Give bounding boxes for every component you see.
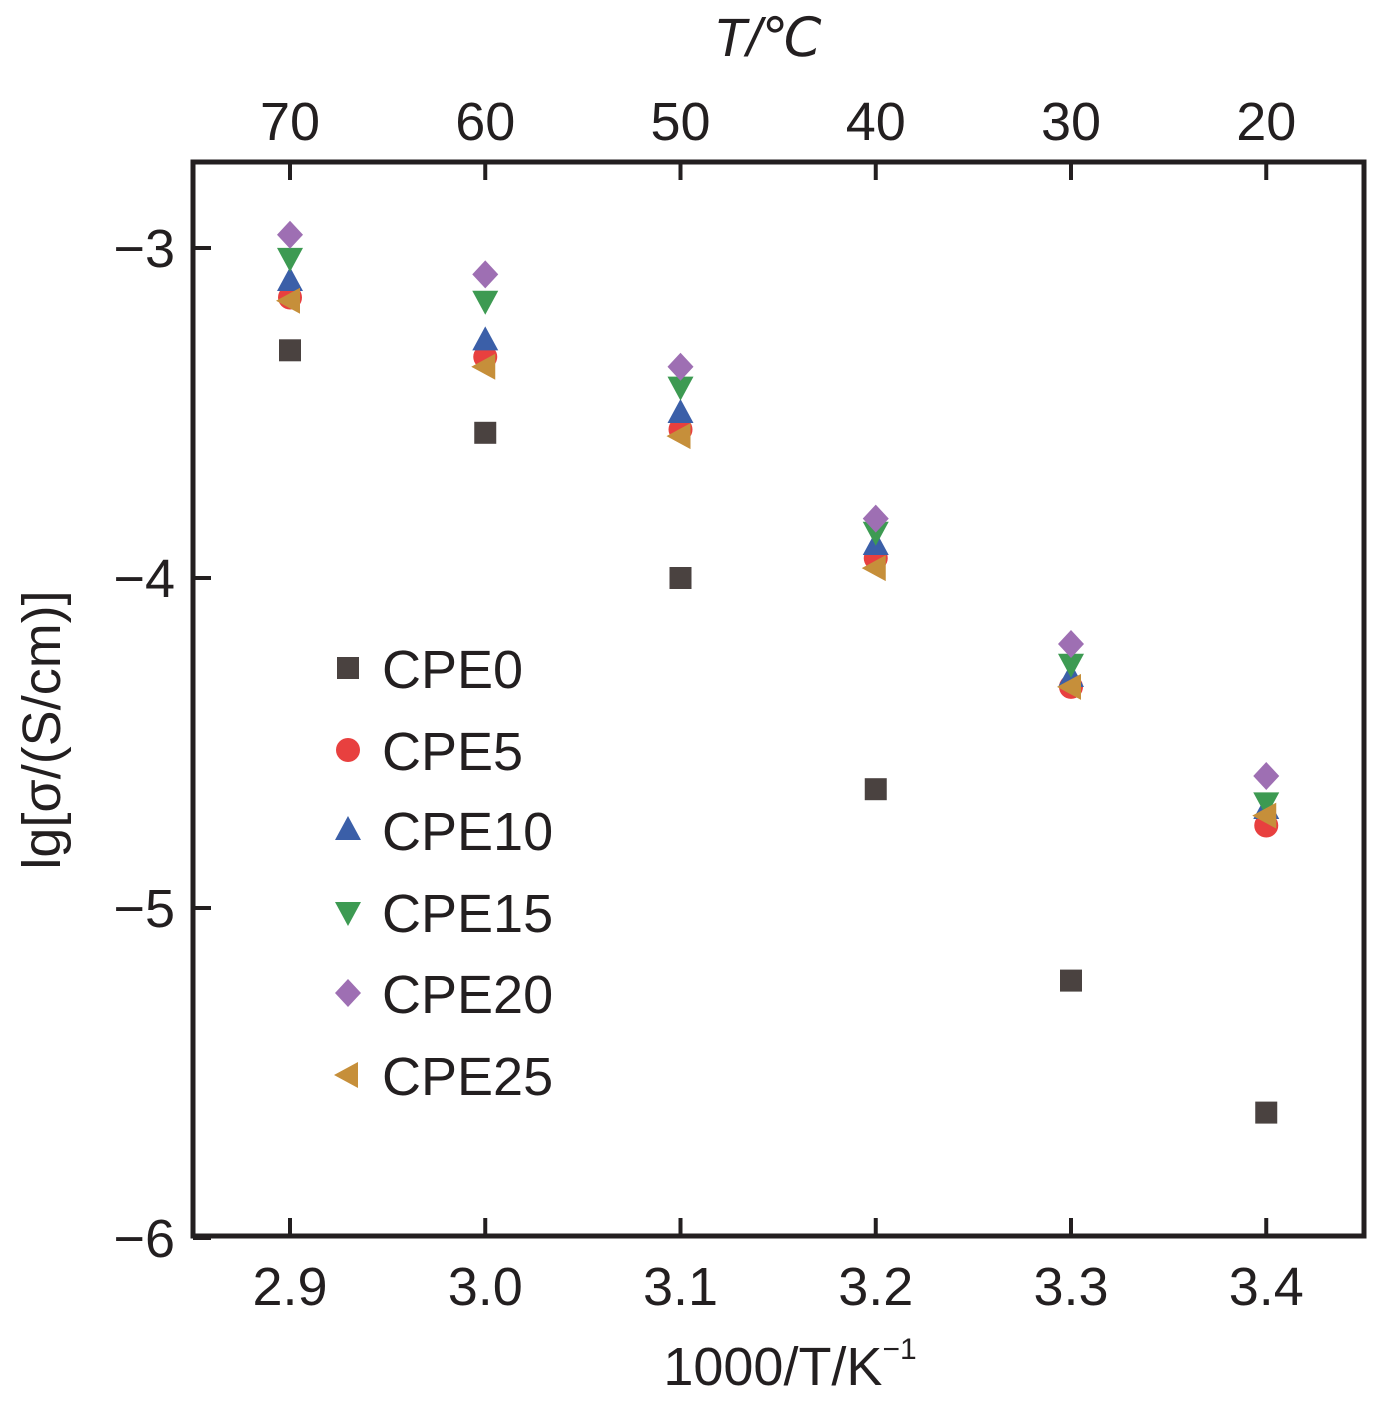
data-point xyxy=(276,287,300,314)
y-tick-label: −5 xyxy=(113,879,175,939)
legend-label: CPE15 xyxy=(382,884,553,944)
top-tick-label: 20 xyxy=(1236,92,1296,152)
y-tick-label: −6 xyxy=(113,1209,175,1269)
data-point xyxy=(472,290,499,315)
data-point xyxy=(864,778,887,801)
x-axis-title-text: 1000/T/K xyxy=(663,1337,882,1397)
data-point xyxy=(1060,969,1082,992)
top-axis-title: T/℃ xyxy=(714,8,823,68)
y-axis-title: lg[σ/(S/cm)] xyxy=(12,590,72,869)
data-point xyxy=(472,260,499,289)
data-point xyxy=(666,423,691,450)
data-point xyxy=(471,353,496,380)
legend: CPE0 CPE5 CPE10 CPE15 CPE20 CPE25 xyxy=(334,640,553,1107)
top-tick-label: 30 xyxy=(1041,92,1101,152)
legend-label: CPE5 xyxy=(382,722,523,782)
data-point xyxy=(1253,762,1280,790)
data-point xyxy=(1057,673,1081,700)
data-point xyxy=(474,421,497,444)
data-point xyxy=(277,247,303,272)
data-point xyxy=(472,326,499,351)
legend-marker xyxy=(335,902,361,926)
plot-frame xyxy=(190,159,1367,1239)
data-point xyxy=(279,339,301,362)
legend-marker xyxy=(335,979,361,1007)
data-point xyxy=(862,504,889,533)
x-axis-title: 1000/T/K−1 xyxy=(663,1333,916,1397)
x-tick-label: 3.2 xyxy=(838,1257,913,1317)
legend-label: CPE20 xyxy=(382,965,553,1025)
top-tick-label: 40 xyxy=(846,92,906,152)
data-point xyxy=(277,220,303,249)
x-tick-label: 2.9 xyxy=(252,1257,327,1317)
legend-label: CPE25 xyxy=(382,1047,553,1107)
x-tick-label: 3.1 xyxy=(643,1257,718,1317)
y-tick-label: −3 xyxy=(113,219,175,279)
x-tick-label: 3.0 xyxy=(448,1257,523,1317)
data-point xyxy=(862,521,889,546)
data-point xyxy=(669,567,692,589)
series-cpe20 xyxy=(277,220,1280,790)
top-tick-label: 50 xyxy=(650,92,710,152)
data-point xyxy=(667,399,694,423)
data-point xyxy=(1253,792,1280,817)
legend-marker xyxy=(337,657,359,679)
data-point xyxy=(1255,1101,1278,1124)
data-point xyxy=(1252,802,1277,829)
data-point xyxy=(1058,653,1084,678)
x-axis-title-sup: −1 xyxy=(882,1333,916,1366)
legend-marker xyxy=(334,1062,358,1088)
x-tick-label: 3.3 xyxy=(1033,1257,1108,1317)
data-point xyxy=(667,376,694,401)
data-point xyxy=(277,267,303,291)
data-point xyxy=(667,352,694,381)
legend-label: CPE0 xyxy=(382,640,523,700)
x-tick-label: 3.4 xyxy=(1229,1257,1304,1317)
top-tick-label: 60 xyxy=(455,92,515,152)
y-tick-label: −4 xyxy=(113,549,175,609)
top-tick-label: 70 xyxy=(260,92,320,152)
series-cpe25 xyxy=(276,287,1277,829)
data-point xyxy=(861,555,886,582)
legend-label: CPE10 xyxy=(382,802,553,862)
series-cpe15 xyxy=(277,247,1280,817)
data-point xyxy=(1058,630,1084,658)
legend-marker xyxy=(336,738,360,762)
series-cpe0 xyxy=(279,339,1278,1124)
legend-marker xyxy=(335,816,361,840)
